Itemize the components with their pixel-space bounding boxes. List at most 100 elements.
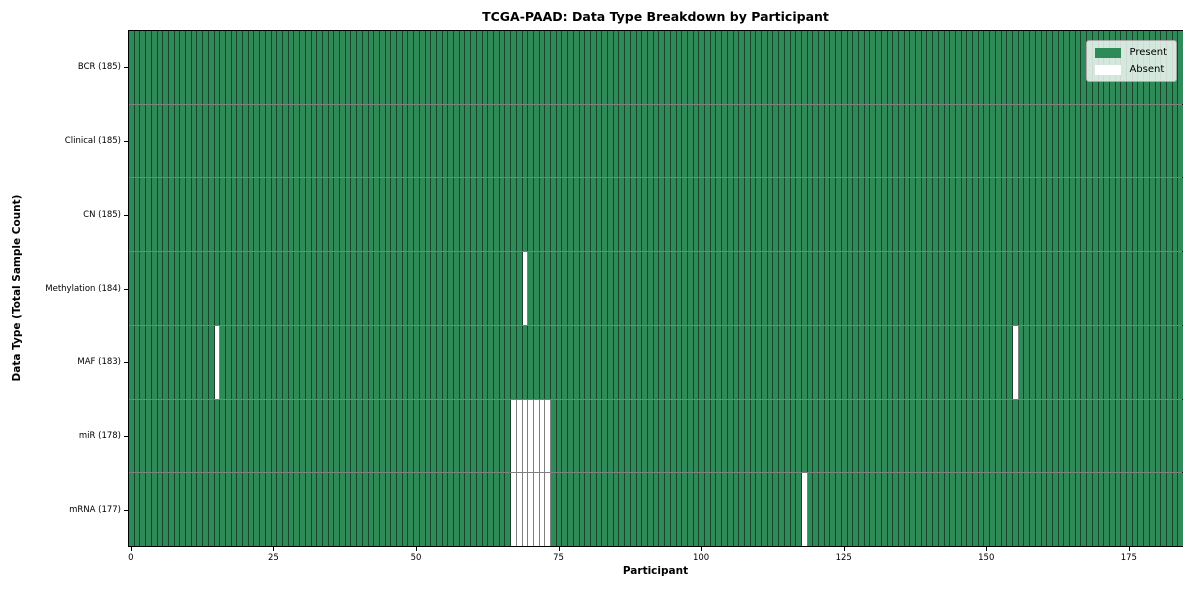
matrix-cell: [243, 399, 249, 473]
matrix-cell: [505, 104, 512, 178]
matrix-cell: [476, 325, 483, 399]
matrix-cell: [203, 252, 209, 325]
y-tick-mark: [124, 67, 128, 68]
matrix-cell: [277, 399, 283, 473]
matrix-cell: [203, 325, 209, 399]
matrix-cell: [140, 325, 147, 399]
matrix-cell: [990, 325, 996, 399]
matrix-cell: [260, 325, 266, 399]
matrix-cell: [1041, 325, 1048, 399]
matrix-cell: [294, 325, 301, 399]
matrix-cell: [784, 178, 791, 252]
matrix-cell: [573, 252, 580, 325]
matrix-cell: [727, 399, 734, 473]
matrix-cell: [961, 252, 968, 325]
matrix-cell: [1109, 104, 1116, 178]
matrix-cell: [391, 31, 398, 104]
matrix-cell: [647, 104, 654, 178]
matrix-cell: [1092, 178, 1099, 252]
matrix-cell: [140, 178, 147, 252]
matrix-cell: [1035, 325, 1042, 399]
matrix-cell: [459, 473, 466, 547]
matrix-cell: [368, 178, 375, 252]
matrix-cell: [841, 473, 848, 547]
matrix-cell: [1012, 252, 1019, 325]
matrix-cell: [220, 104, 226, 178]
matrix-cell: [408, 252, 415, 325]
matrix-cell: [967, 31, 974, 104]
matrix-cell: [505, 252, 512, 325]
matrix-cell: [904, 399, 911, 473]
matrix-cell: [191, 473, 198, 547]
matrix-cell: [197, 252, 204, 325]
matrix-cell: [163, 399, 169, 473]
matrix-cell: [1012, 473, 1019, 547]
matrix-cell: [927, 325, 934, 399]
matrix-cell: [1012, 178, 1019, 252]
matrix-cell: [978, 178, 985, 252]
y-tick-mark: [124, 510, 128, 511]
matrix-cell: [300, 104, 306, 178]
matrix-cell: [340, 178, 346, 252]
matrix-cell: [528, 399, 534, 473]
matrix-cell: [1064, 473, 1071, 547]
matrix-cell: [1012, 104, 1019, 178]
matrix-cell: [277, 104, 283, 178]
matrix-cell: [1149, 178, 1156, 252]
matrix-cell: [220, 399, 226, 473]
matrix-cell: [357, 178, 363, 252]
matrix-cell: [151, 325, 158, 399]
matrix-cell: [944, 178, 951, 252]
matrix-cell: [528, 31, 534, 104]
matrix-cell: [151, 473, 158, 547]
matrix-cell: [750, 178, 757, 252]
matrix-cell: [739, 399, 745, 473]
matrix-cell: [180, 31, 187, 104]
matrix-cell: [448, 178, 455, 252]
matrix-cell: [693, 104, 700, 178]
matrix-cell: [841, 252, 848, 325]
matrix-cell: [978, 325, 985, 399]
matrix-cell: [545, 178, 552, 252]
matrix-cell: [180, 473, 187, 547]
matrix-cell: [716, 31, 723, 104]
matrix-cell: [357, 104, 363, 178]
matrix-cell: [476, 252, 483, 325]
matrix-cell: [762, 399, 768, 473]
matrix-cell: [379, 178, 386, 252]
matrix-cell: [254, 31, 261, 104]
matrix-cell: [733, 325, 740, 399]
matrix-cell: [927, 104, 934, 178]
matrix-cell: [995, 325, 1002, 399]
matrix-cell: [203, 473, 209, 547]
matrix-cell: [870, 178, 877, 252]
matrix-cell: [225, 473, 232, 547]
matrix-cell: [1144, 252, 1150, 325]
matrix-cell: [722, 473, 728, 547]
matrix-cell: [248, 31, 255, 104]
matrix-cell: [254, 473, 261, 547]
matrix-cell: [682, 325, 688, 399]
matrix-cell: [322, 473, 329, 547]
matrix-cell: [933, 473, 939, 547]
matrix-cell: [220, 31, 226, 104]
matrix-cell: [431, 104, 437, 178]
matrix-cell: [699, 325, 706, 399]
matrix-cell: [687, 325, 694, 399]
matrix-cell: [1047, 325, 1053, 399]
matrix-cell: [1092, 473, 1099, 547]
matrix-cell: [163, 252, 169, 325]
matrix-cell: [642, 178, 648, 252]
matrix-cell: [1166, 104, 1173, 178]
matrix-cell: [864, 104, 871, 178]
matrix-cell: [408, 31, 415, 104]
matrix-row-methylation: [129, 252, 1184, 326]
matrix-cell: [847, 104, 854, 178]
matrix-cell: [545, 399, 552, 473]
matrix-cell: [699, 31, 706, 104]
matrix-cell: [699, 473, 706, 547]
matrix-cell: [859, 252, 865, 325]
matrix-cell: [659, 325, 666, 399]
matrix-cell: [1166, 178, 1173, 252]
matrix-cell: [870, 252, 877, 325]
